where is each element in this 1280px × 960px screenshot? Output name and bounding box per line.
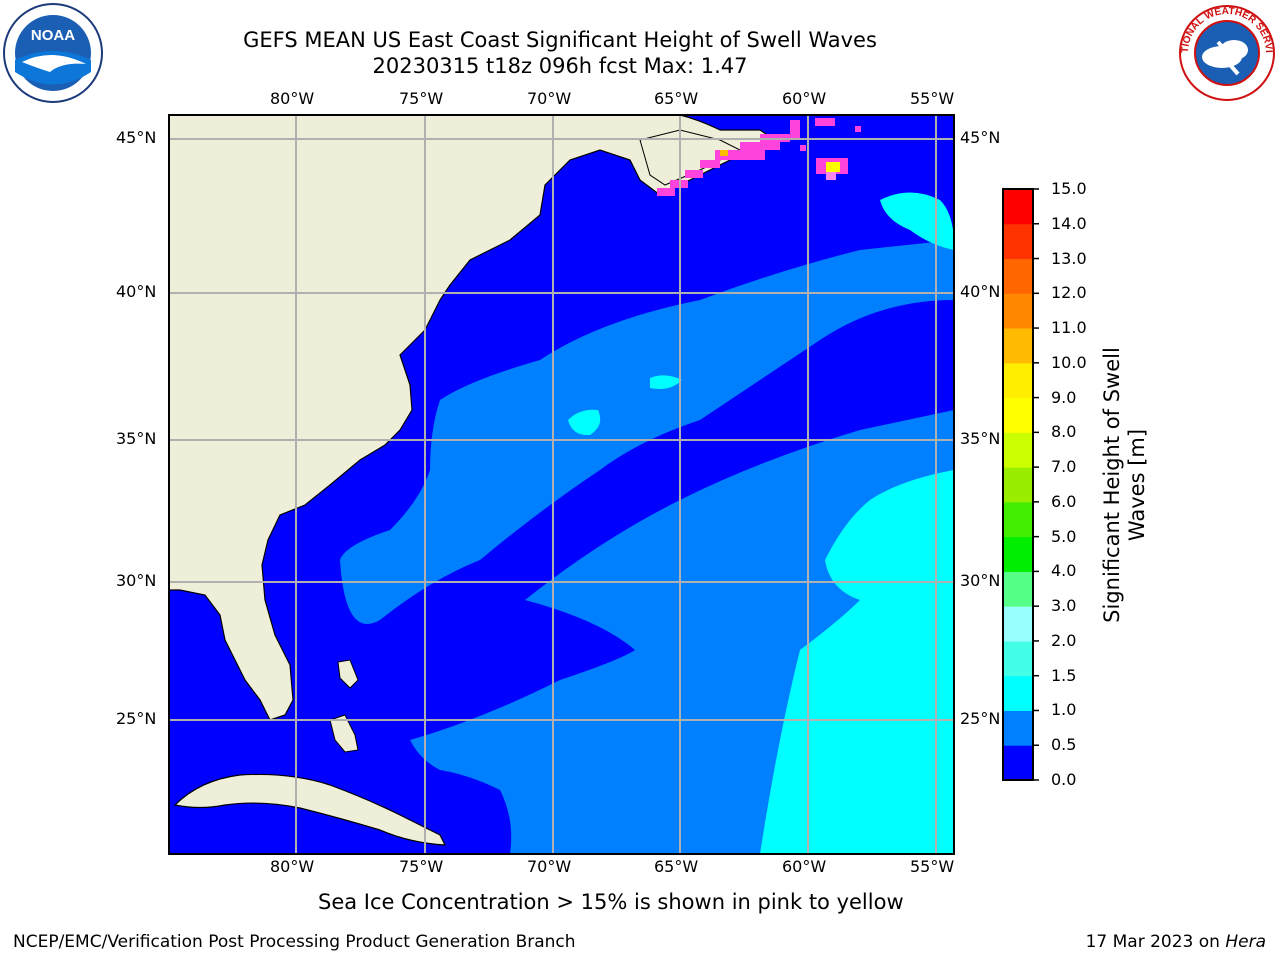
right-lat-label: 30°N: [960, 571, 1001, 590]
nws-logo: NATIONAL WEATHER SERVICE: [1176, 2, 1276, 102]
left-lat-label: 25°N: [116, 709, 157, 728]
ocean-band-1.0-1.5-patch2: [650, 375, 682, 389]
footer-host: Hera: [1225, 932, 1266, 952]
colorbar-segment: [1003, 536, 1033, 572]
colorbar-tick-label: 0.5: [1051, 735, 1077, 755]
noaa-logo: NOAA: [3, 3, 103, 103]
colorbar-tick-label: 12.0: [1051, 283, 1087, 303]
colorbar-segment: [1003, 258, 1033, 294]
ocean-band-1.0-1.5-patch1: [568, 409, 601, 436]
colorbar-segment: [1003, 362, 1033, 399]
colorbar-tick-label: 2.0: [1051, 630, 1077, 650]
colorbar-segment: [1003, 501, 1033, 538]
bottom-lon-label: 80°W: [270, 857, 315, 876]
colorbar-segment: [1003, 223, 1033, 260]
left-lat-label: 45°N: [116, 128, 157, 147]
colorbar-segment: [1003, 606, 1033, 642]
top-lon-label: 70°W: [527, 89, 572, 108]
bottom-lon-label: 60°W: [782, 857, 827, 876]
bottom-lon-label: 75°W: [399, 857, 444, 876]
top-lon-label: 65°W: [654, 89, 699, 108]
left-lat-label: 40°N: [116, 282, 157, 301]
chart-subtitle: 20230315 t18z 096h fcst Max: 1.47: [372, 54, 748, 78]
colorbar-tick-label: 10.0: [1051, 352, 1087, 372]
chart-title: GEFS MEAN US East Coast Significant Heig…: [243, 28, 877, 52]
colorbar-segment: [1003, 745, 1033, 781]
colorbar-segment: [1003, 571, 1033, 607]
colorbar-tick-label: 4.0: [1051, 561, 1077, 581]
colorbar-segment: [1003, 432, 1033, 468]
colorbar-tick-label: 3.0: [1051, 596, 1077, 616]
right-lat-label: 40°N: [960, 282, 1001, 301]
colorbar-tick-label: 15.0: [1051, 179, 1087, 198]
top-lon-label: 80°W: [270, 89, 315, 108]
colorbar-tick-label: 9.0: [1051, 387, 1077, 407]
land-bahamas: [329, 714, 359, 753]
bottom-lon-label: 65°W: [654, 857, 699, 876]
land-north-america: [169, 115, 777, 721]
colorbar-frame: [1002, 188, 1034, 781]
colorbar-segment: [1003, 675, 1033, 711]
noaa-logo-text: NOAA: [31, 27, 75, 44]
colorbar-tick-label: 5.0: [1051, 526, 1077, 546]
map-gridlines: [169, 115, 954, 854]
colorbar-segment: [1003, 640, 1033, 677]
colorbar-title: Significant Height of Swell Waves [m]: [1100, 347, 1149, 623]
bottom-lon-label: 55°W: [910, 857, 955, 876]
colorbar-tick-label: 11.0: [1051, 318, 1087, 338]
top-lon-label: 55°W: [910, 89, 955, 108]
sea-ice-note: Sea Ice Concentration > 15% is shown in …: [318, 890, 904, 914]
ocean-band-0.5-1.0: [340, 240, 954, 624]
map-frame: [168, 114, 955, 855]
left-lat-label: 35°N: [116, 429, 157, 448]
colorbar-tick-label: 13.0: [1051, 248, 1087, 268]
colorbar-tick-label: 1.0: [1051, 700, 1077, 720]
right-lat-label: 35°N: [960, 429, 1001, 448]
colorbar-segment: [1003, 467, 1033, 503]
colorbar-segment: [1003, 293, 1033, 329]
left-lat-label: 30°N: [116, 571, 157, 590]
top-lon-label: 60°W: [782, 89, 827, 108]
land-cuba: [173, 773, 446, 846]
right-lat-label: 45°N: [960, 128, 1001, 147]
colorbar-tick-label: 8.0: [1051, 422, 1077, 442]
colorbar-tick-label: 1.5: [1051, 665, 1077, 685]
colorbar-segment: [1003, 189, 1033, 225]
colorbar-tick-label: 6.0: [1051, 491, 1077, 511]
colorbar: [1002, 188, 1039, 781]
colorbar-tick-label: 14.0: [1051, 213, 1087, 233]
top-lon-label: 75°W: [399, 89, 444, 108]
footer-date: 17 Mar 2023 on Hera: [1085, 932, 1266, 952]
colorbar-segment: [1003, 397, 1033, 433]
bottom-lon-label: 70°W: [527, 857, 572, 876]
right-lat-label: 25°N: [960, 709, 1001, 728]
colorbar-tick-label: 7.0: [1051, 457, 1077, 477]
footer-branch: NCEP/EMC/Verification Post Processing Pr…: [13, 932, 576, 952]
colorbar-segment: [1003, 710, 1033, 746]
colorbar-segment: [1003, 328, 1033, 364]
colorbar-tick-label: 0.0: [1051, 770, 1077, 789]
land-bahamas-2: [337, 659, 359, 689]
